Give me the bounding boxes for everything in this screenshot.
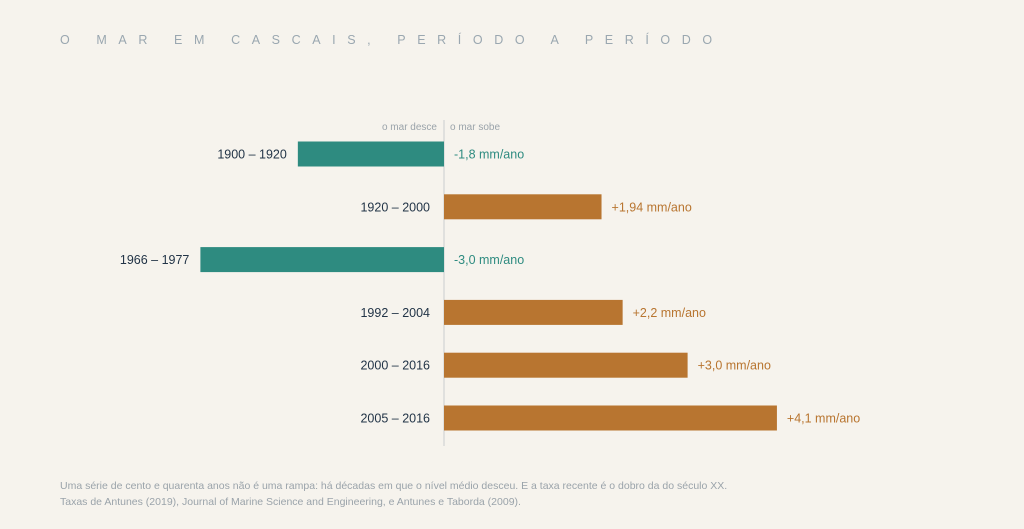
category-label: 1992 – 2004: [360, 306, 430, 320]
category-label: 2005 – 2016: [360, 412, 430, 426]
axis-label-positive: o mar sobe: [450, 122, 500, 133]
bar: [297, 141, 444, 167]
bar: [200, 247, 444, 273]
bar: [444, 405, 777, 431]
value-label: -3,0 mm/ano: [454, 253, 524, 267]
value-label: +4,1 mm/ano: [787, 412, 860, 426]
footer-note: Uma série de cento e quarenta anos não é…: [60, 480, 728, 492]
chart-footer: Uma série de cento e quarenta anos não é…: [60, 478, 727, 510]
category-label: 1920 – 2000: [360, 200, 430, 214]
category-label: 1966 – 1977: [120, 253, 190, 267]
axis-label-negative: o mar desce: [382, 122, 437, 133]
category-label: 1900 – 1920: [217, 148, 287, 162]
bar-chart: o mar desce o mar sobe 1900 – 1920 -1,8 mm/…: [120, 120, 860, 446]
bar: [444, 352, 688, 378]
category-label: 2000 – 2016: [360, 359, 430, 373]
value-label: +2,2 mm/ano: [633, 306, 706, 320]
bar: [444, 299, 623, 325]
chart-title: O MAR EM CASCAIS, PERÍODO A PERÍODO: [60, 33, 724, 47]
value-label: -1,8 mm/ano: [454, 148, 524, 162]
footer-source: Taxas de Antunes (2019), Journal of Mari…: [60, 496, 521, 508]
bar: [444, 194, 602, 220]
value-label: +3,0 mm/ano: [698, 359, 771, 373]
value-label: +1,94 mm/ano: [612, 200, 692, 214]
